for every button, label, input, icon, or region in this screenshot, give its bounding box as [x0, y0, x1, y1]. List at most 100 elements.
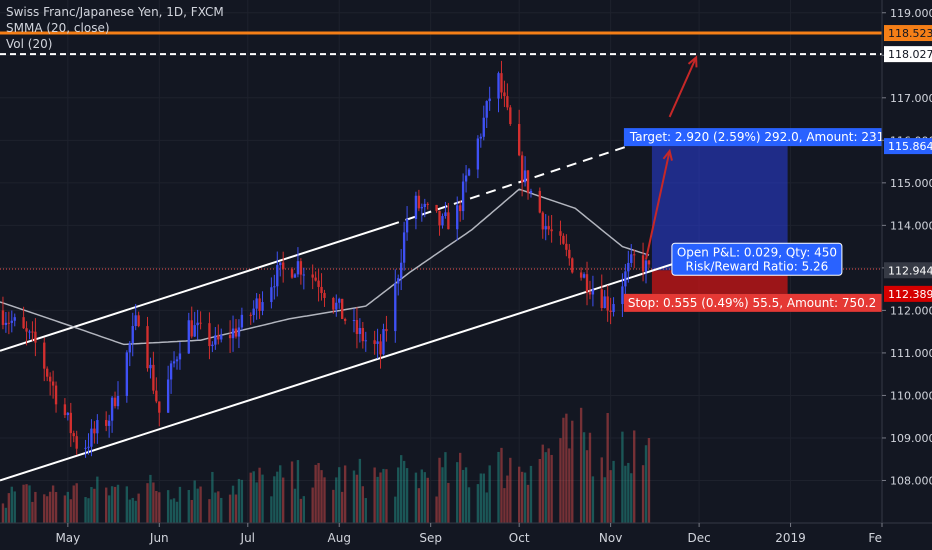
price-axis[interactable]: 119.000118.000117.000116.000115.000114.0…: [881, 0, 932, 550]
volume-bar: [423, 472, 426, 523]
candle-body: [399, 262, 403, 279]
candle-body: [48, 376, 52, 382]
volume-bar: [559, 438, 562, 523]
volume-bar: [485, 492, 488, 523]
candle-body: [332, 297, 335, 310]
candle-body: [175, 359, 179, 362]
candle-body: [361, 328, 365, 342]
candle-body: [290, 269, 294, 278]
time-axis[interactable]: May Jun Jul Aug Sep Oct Nov Dec 2019 Fe: [0, 522, 932, 550]
candle-body: [228, 334, 232, 339]
volume-bar: [476, 484, 480, 523]
candle-body: [565, 243, 568, 250]
price-label: 112.389: [884, 285, 932, 302]
volume-bar: [270, 496, 273, 523]
candle-body: [187, 320, 190, 354]
candle-body: [311, 274, 314, 278]
volume-bar: [166, 490, 170, 523]
candle-body: [458, 205, 462, 212]
candle-body: [482, 117, 485, 137]
candle-body: [447, 212, 450, 230]
candle-body: [258, 298, 261, 311]
legend: Swiss Franc/Japanese Yen, 1D, FXCM SMMA …: [6, 4, 224, 52]
candle-body: [547, 226, 550, 230]
candle-body: [72, 433, 75, 437]
candle-body: [550, 229, 553, 232]
volume-bar: [66, 491, 70, 523]
volume-bar: [214, 492, 217, 523]
volume-bar: [538, 458, 541, 523]
candle-body: [562, 235, 565, 244]
candle-body: [352, 320, 356, 322]
volume-bar: [51, 485, 55, 523]
candle-body: [7, 322, 11, 324]
candle-body: [296, 261, 300, 275]
candles: [1, 60, 651, 458]
candle-body: [630, 254, 633, 263]
volume-bar: [627, 462, 630, 523]
volume-bar: [54, 492, 58, 523]
volume-bar: [565, 413, 568, 523]
volume-bar: [352, 470, 356, 523]
candle-body: [500, 73, 503, 93]
candle-body: [585, 274, 589, 293]
volume-bar: [612, 460, 615, 523]
candle-body: [456, 205, 459, 230]
volume-bar: [4, 507, 8, 523]
volume-bar: [128, 499, 131, 523]
volume-bar: [603, 477, 606, 523]
candle-body: [211, 344, 214, 347]
volume-bar: [22, 484, 25, 523]
trend-channel[interactable]: [0, 137, 688, 482]
volume-bar: [394, 496, 397, 523]
volume-bar: [1, 503, 5, 523]
volume-bar: [341, 491, 344, 523]
volume-bar: [479, 473, 483, 523]
horizontal-lines[interactable]: [0, 31, 882, 56]
arrow-line: [668, 56, 698, 118]
volume-bar: [500, 447, 503, 523]
arrows[interactable]: [645, 55, 698, 260]
price-label-bg: [884, 285, 932, 302]
volume-bar: [252, 471, 255, 523]
candle-body: [612, 304, 615, 313]
volume-bar: [193, 480, 196, 523]
price-tick-label: 110.000: [890, 389, 932, 402]
volume-bar: [641, 465, 645, 523]
arrow-head: [662, 148, 673, 161]
volume-bar: [149, 474, 152, 523]
volume-bar: [343, 465, 347, 523]
volume-bar: [31, 501, 34, 523]
volume-bar: [187, 489, 190, 523]
candle-body: [149, 364, 152, 369]
candle-body: [302, 274, 306, 276]
volume-legend: Vol (20): [6, 37, 53, 51]
volume-bar: [116, 484, 120, 523]
target-label: Target: 2.920 (2.59%) 292.0, Amount: 231: [623, 128, 884, 147]
candle-body: [110, 397, 114, 421]
time-tick-label: Aug: [328, 531, 351, 545]
candle-body: [323, 293, 326, 298]
price-label: 112.944: [884, 262, 932, 279]
volume-bar: [234, 494, 238, 523]
candle-body: [606, 296, 609, 311]
candle-body: [582, 274, 586, 278]
volume-bar: [84, 497, 87, 523]
volume-bar: [196, 488, 199, 523]
candle-body: [423, 203, 426, 208]
volume-bar: [358, 458, 362, 523]
volume-bar: [338, 467, 341, 523]
price-label-text: 112.944: [888, 264, 932, 277]
candle-body: [51, 381, 55, 386]
price-tick-label: 112.000: [890, 304, 932, 317]
volume-bar: [228, 494, 232, 523]
volume-bar: [240, 479, 244, 523]
volume-bar: [72, 485, 75, 523]
volume-bar: [279, 465, 282, 523]
volume-bar: [647, 438, 651, 523]
candle-body: [169, 363, 173, 380]
volume-bar: [509, 457, 512, 523]
volume-bar: [588, 432, 592, 523]
time-tick-label: Sep: [419, 531, 442, 545]
